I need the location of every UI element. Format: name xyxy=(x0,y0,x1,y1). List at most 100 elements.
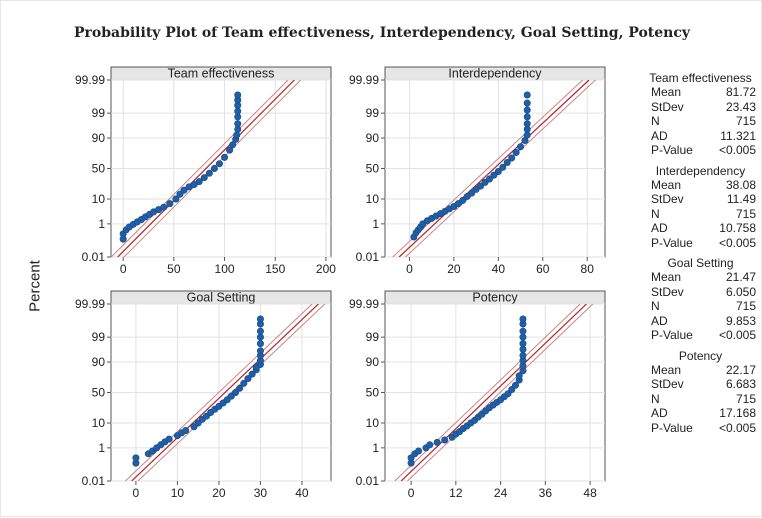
stats-row: P-Value <0.005 xyxy=(643,328,758,343)
stats-value: <0.005 xyxy=(718,328,756,342)
data-point xyxy=(415,447,423,455)
x-tick-label: 200 xyxy=(316,262,336,276)
y-tick-label: 10 xyxy=(366,416,380,430)
x-tick-label: 24 xyxy=(494,486,508,500)
ci-lower-line xyxy=(124,304,313,481)
data-point xyxy=(499,163,507,171)
x-tick-label: 60 xyxy=(536,262,550,276)
y-tick-label: 1 xyxy=(98,217,105,231)
y-tick-label: 99 xyxy=(92,330,106,344)
stats-key: N xyxy=(651,391,660,406)
stats-value: <0.005 xyxy=(718,420,756,435)
statistics-legend: Team effectiveness Mean 81.72 StDev 23.43 N 71… xyxy=(643,71,758,441)
data-point xyxy=(256,327,264,335)
data-point xyxy=(485,175,493,183)
data-point xyxy=(523,91,531,99)
stats-key: AD xyxy=(651,128,668,143)
x-tick-label: 40 xyxy=(295,486,309,500)
y-tick-label: 99.99 xyxy=(75,73,105,87)
ci-upper-line xyxy=(407,304,594,481)
data-point xyxy=(244,375,252,383)
y-tick-label: 90 xyxy=(366,355,380,369)
y-tick-label: 50 xyxy=(366,386,380,400)
y-tick-label: 90 xyxy=(92,131,106,145)
stats-block: Potency Mean 22.17 StDev 6.683 N 715 AD 17.168 P-… xyxy=(643,349,758,436)
data-point xyxy=(234,107,242,115)
data-point xyxy=(182,427,190,435)
stats-value: 6.050 xyxy=(725,284,756,299)
stats-title: Team effectiveness xyxy=(649,71,752,85)
data-point xyxy=(256,347,264,355)
x-tick-label: 100 xyxy=(215,262,235,276)
x-tick-label: 50 xyxy=(167,262,181,276)
chart-title: Probability Plot of Team effectiveness, … xyxy=(73,25,691,41)
ci-upper-line xyxy=(137,304,326,481)
stats-row: N 715 xyxy=(643,299,758,314)
data-point xyxy=(166,200,174,208)
data-point xyxy=(508,154,516,162)
data-point xyxy=(490,171,498,179)
data-point xyxy=(523,99,531,107)
fit-lines xyxy=(394,304,594,481)
data-point xyxy=(226,146,234,154)
x-tick-label: 0 xyxy=(408,486,415,500)
fit-line xyxy=(117,80,295,257)
stats-row: StDev 6.050 xyxy=(643,285,758,300)
data-point xyxy=(519,340,527,348)
data-point xyxy=(517,143,525,151)
data-point xyxy=(494,167,502,175)
stats-row: StDev 23.43 xyxy=(643,100,758,115)
stats-key: N xyxy=(651,114,660,128)
data-point xyxy=(233,131,241,139)
stats-block: Interdependency Mean 38.08 StDev 11.49 N 715 AD… xyxy=(643,164,758,251)
panel-title: Interdependency xyxy=(448,67,542,81)
stats-key: AD xyxy=(651,406,668,420)
stats-title: Potency xyxy=(678,348,723,363)
panel-title: Goal Setting xyxy=(187,291,256,305)
data-point xyxy=(523,106,531,114)
y-tick-label: 99.99 xyxy=(75,297,105,311)
y-tick-label: 1 xyxy=(372,217,379,231)
stats-value: 715 xyxy=(735,299,756,313)
stats-value: 22.17 xyxy=(725,362,756,377)
y-tick-label: 50 xyxy=(92,386,106,400)
y-tick-label: 0.01 xyxy=(82,250,106,264)
x-tick-label: 10 xyxy=(171,486,185,500)
stats-row: Mean 22.17 xyxy=(643,363,758,378)
stats-value: 9.853 xyxy=(725,313,756,328)
stats-row: StDev 11.49 xyxy=(643,192,758,207)
data-point xyxy=(519,333,527,341)
stats-value: 10.758 xyxy=(719,221,756,235)
data-point xyxy=(132,454,140,462)
x-tick-label: 20 xyxy=(447,262,461,276)
stats-value: <0.005 xyxy=(718,235,756,250)
x-tick-label: 80 xyxy=(581,262,595,276)
stats-key: StDev xyxy=(651,377,684,391)
plot-panel-4: Potency 99.99 99 90 50 10 1 0.01 0 12 24 36 48 xyxy=(349,290,606,500)
stats-block: Goal Setting Mean 21.47 StDev 6.050 N 715 AD 9.8… xyxy=(643,256,758,343)
data-point xyxy=(519,352,527,360)
data-point xyxy=(459,196,467,204)
data-point xyxy=(477,182,485,190)
stats-value: <0.005 xyxy=(718,143,756,157)
stats-key: N xyxy=(651,206,660,221)
y-tick-label: 90 xyxy=(366,131,380,145)
stats-row: N 715 xyxy=(643,114,758,129)
stats-title: Interdependency xyxy=(655,163,746,178)
data-point xyxy=(195,178,203,186)
y-tick-label: 1 xyxy=(372,441,379,455)
data-point xyxy=(165,435,173,443)
plot-panel-1: Team effectiveness 99.99 99 90 50 10 1 0.01 0 50 1… xyxy=(75,66,336,276)
stats-key: AD xyxy=(651,313,668,328)
data-point xyxy=(205,169,213,177)
data-point xyxy=(200,174,208,182)
x-tick-label: 40 xyxy=(492,262,506,276)
data-point xyxy=(523,120,531,128)
stats-key: Mean xyxy=(651,270,682,284)
stats-block: Team effectiveness Mean 81.72 StDev 23.43 N 71… xyxy=(643,71,758,158)
data-point xyxy=(256,315,264,323)
x-tick-label: 12 xyxy=(449,486,463,500)
data-point xyxy=(215,160,223,168)
data-point xyxy=(234,120,242,128)
